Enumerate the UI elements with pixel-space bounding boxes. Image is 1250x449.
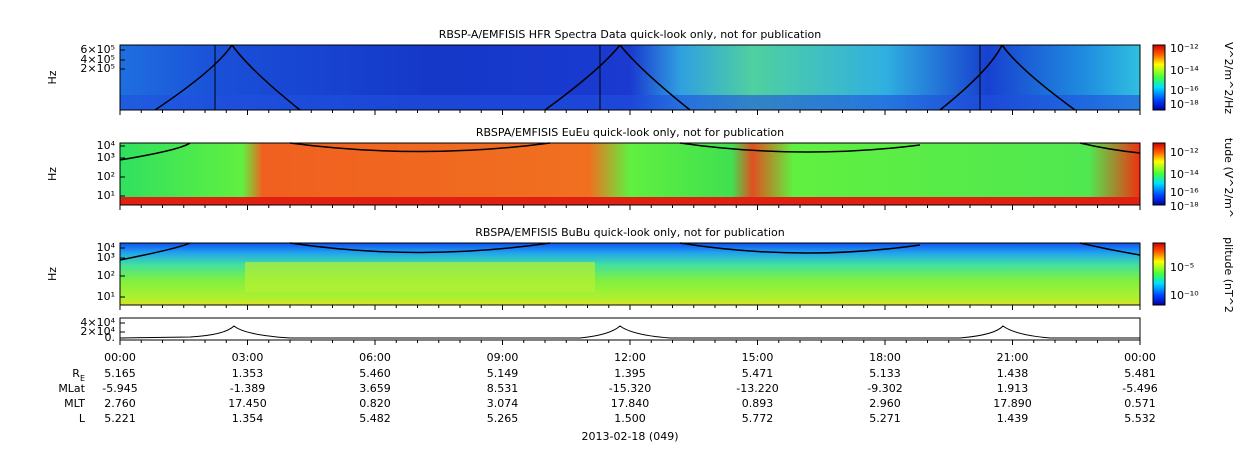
time-label: 00:00 xyxy=(1124,351,1156,364)
ephemeris-value: 1.439 xyxy=(997,412,1029,425)
colorbar-label: V^2/m^2/Hz xyxy=(1222,42,1235,114)
ephemeris-value: 5.165 xyxy=(104,367,136,380)
line-panel xyxy=(120,318,1140,340)
ephemeris-value: 17.840 xyxy=(611,397,650,410)
time-label: 00:00 xyxy=(104,351,136,364)
time-label: 09:00 xyxy=(487,351,519,364)
ephemeris-value: 1.913 xyxy=(997,382,1029,395)
ephemeris-value: 2.960 xyxy=(869,397,901,410)
y-tick-label: 2×10⁴ xyxy=(80,325,115,338)
bubu-band xyxy=(245,262,595,292)
y-tick-label: 0. xyxy=(105,331,116,344)
ephemeris-value: 0.893 xyxy=(742,397,774,410)
y-tick-label: 10⁴ xyxy=(97,241,116,254)
ephemeris-value: 17.890 xyxy=(993,397,1032,410)
time-label: 03:00 xyxy=(232,351,264,364)
ephemeris-label-text: R xyxy=(72,367,80,380)
colorbar-tick-label: 10⁻¹⁶ xyxy=(1170,186,1199,199)
ephemeris-value: 5.460 xyxy=(359,367,391,380)
time-label: 06:00 xyxy=(359,351,391,364)
date-label: 2013-02-18 (049) xyxy=(581,430,678,443)
y-tick-label: 10³ xyxy=(97,251,115,264)
ephemeris-label: RE xyxy=(72,367,85,383)
y-tick-label: 10⁴ xyxy=(97,139,116,152)
colorbar xyxy=(1152,44,1166,111)
colorbar-tick-label: 10⁻¹⁴ xyxy=(1170,168,1199,181)
y-tick-label: 6×10⁵ xyxy=(80,43,115,56)
y-tick-label: 2×10⁵ xyxy=(80,62,115,75)
ephemeris-value: 5.482 xyxy=(359,412,391,425)
ephemeris-value: -9.302 xyxy=(867,382,902,395)
panel-title: RBSPA/EMFISIS EuEu quick-look only, not … xyxy=(476,126,784,139)
colorbar-tick-label: 10⁻¹² xyxy=(1170,146,1199,159)
time-label: 21:00 xyxy=(997,351,1029,364)
ephemeris-value: 17.450 xyxy=(228,397,267,410)
y-tick-label: 10³ xyxy=(97,151,115,164)
time-label: 18:00 xyxy=(869,351,901,364)
y-tick-label: 10² xyxy=(97,170,115,183)
ephemeris-value: 3.074 xyxy=(487,397,519,410)
ephemeris-value: 0.571 xyxy=(1124,397,1156,410)
eueu-spectrogram xyxy=(120,143,1140,205)
colorbar-tick-label: 10⁻¹² xyxy=(1170,42,1199,55)
colorbar-tick-label: 10⁻¹⁸ xyxy=(1170,98,1199,111)
colorbar-tick-label: 10⁻¹⁶ xyxy=(1170,84,1199,97)
ephemeris-value: 5.532 xyxy=(1124,412,1156,425)
y-tick-label: 10¹ xyxy=(97,189,115,202)
ephemeris-value: 5.149 xyxy=(487,367,519,380)
hfr-band xyxy=(120,95,1140,110)
panel-title: RBSP-A/EMFISIS HFR Spectra Data quick-lo… xyxy=(439,28,822,41)
ephemeris-value: -5.496 xyxy=(1122,382,1157,395)
y-axis-label: Hz xyxy=(46,70,59,84)
time-label: 15:00 xyxy=(742,351,774,364)
ephemeris-label-text: MLT xyxy=(64,397,85,410)
cyclotron-curves xyxy=(119,44,1141,339)
y-tick-label: 10¹ xyxy=(97,290,115,303)
ephemeris-label: MLT xyxy=(64,397,85,410)
colorbar-tick-label: 10⁻¹⁴ xyxy=(1170,64,1199,77)
ephemeris-value: 1.353 xyxy=(232,367,264,380)
colorbar-tick-label: 10⁻¹⁰ xyxy=(1170,289,1199,302)
ephemeris-value: 1.438 xyxy=(997,367,1029,380)
ephemeris-value: 5.772 xyxy=(742,412,774,425)
y-tick-label: 4×10⁴ xyxy=(80,316,115,329)
ephemeris-value: -5.945 xyxy=(102,382,137,395)
ephemeris-value: 5.221 xyxy=(104,412,136,425)
ephemeris-value: 3.659 xyxy=(359,382,391,395)
ephemeris-label-text: MLat xyxy=(58,382,85,395)
colorbar-label: tude (V^2/m^ xyxy=(1222,138,1235,218)
y-tick-label: 4×10⁵ xyxy=(80,53,115,66)
ephemeris-value: 2.760 xyxy=(104,397,136,410)
ephemeris-value: 5.265 xyxy=(487,412,519,425)
ephemeris-value: 5.481 xyxy=(1124,367,1156,380)
ephemeris-label-sub: E xyxy=(80,374,85,383)
y-axis-label: Hz xyxy=(46,267,59,281)
y-tick-label: 10² xyxy=(97,269,115,282)
colorbar-tick-label: 10⁻¹⁸ xyxy=(1170,200,1199,213)
ephemeris-label: MLat xyxy=(58,382,85,395)
ephemeris-value: 5.271 xyxy=(869,412,901,425)
ephemeris-value: -1.389 xyxy=(230,382,265,395)
time-label: 12:00 xyxy=(614,351,646,364)
ephemeris-value: 0.820 xyxy=(359,397,391,410)
ephemeris-label: L xyxy=(79,412,86,425)
colorbar-tick-label: 10⁻⁵ xyxy=(1170,261,1194,274)
ephemeris-value: 1.354 xyxy=(232,412,264,425)
ephemeris-value: 5.471 xyxy=(742,367,774,380)
colorbar xyxy=(1152,242,1166,306)
ephemeris-value: 1.500 xyxy=(614,412,646,425)
ephemeris-value: 8.531 xyxy=(487,382,519,395)
ephemeris-value: 1.395 xyxy=(614,367,646,380)
ephemeris-label-text: L xyxy=(79,412,86,425)
y-axis-label: Hz xyxy=(46,167,59,181)
ephemeris-value: -15.320 xyxy=(609,382,651,395)
colorbar-label: plitude (nT^2 xyxy=(1222,237,1235,313)
eueu-band xyxy=(120,197,1140,205)
ephemeris-value: 5.133 xyxy=(869,367,901,380)
panel-title: RBSPA/EMFISIS BuBu quick-look only, not … xyxy=(475,226,785,239)
ephemeris-value: -13.220 xyxy=(736,382,778,395)
colorbar xyxy=(1152,142,1166,206)
